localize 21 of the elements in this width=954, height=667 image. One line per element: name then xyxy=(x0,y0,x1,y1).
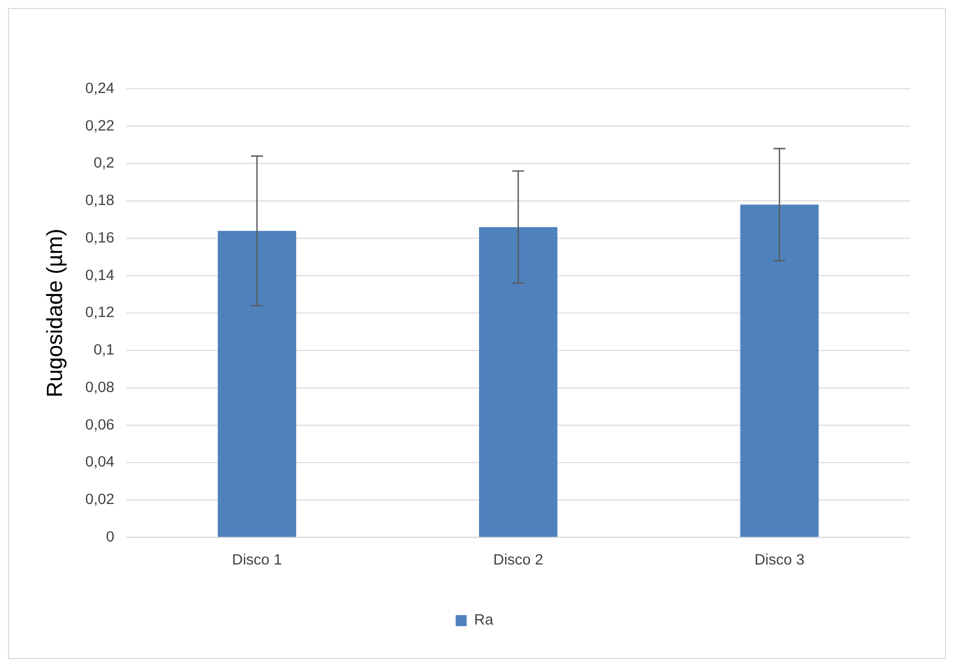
y-tick-label: 0 xyxy=(106,528,114,546)
legend-label: Ra xyxy=(474,612,494,629)
bar xyxy=(479,227,558,537)
bar xyxy=(740,204,819,537)
y-tick-label: 0,08 xyxy=(85,378,114,396)
y-tick-label: 0,18 xyxy=(85,192,114,210)
y-tick-label: 0,16 xyxy=(85,229,114,246)
x-tick-label: Disco 2 xyxy=(493,551,544,568)
y-tick-label: 0,22 xyxy=(85,117,114,134)
y-tick-label: 0,12 xyxy=(85,304,114,322)
x-tick-label: Disco 1 xyxy=(232,551,282,568)
x-tick-label: Disco 3 xyxy=(754,551,804,568)
y-tick-label: 0,02 xyxy=(85,491,114,508)
y-tick-label: 0,06 xyxy=(85,416,114,434)
bar xyxy=(218,230,296,537)
y-tick-label: 0,24 xyxy=(85,80,114,97)
y-tick-label: 0,04 xyxy=(85,454,114,471)
y-axis-title: Rugosidade (µm) xyxy=(42,228,68,398)
y-tick-label: 0,14 xyxy=(85,266,114,284)
y-tick-label: 0,2 xyxy=(94,154,114,172)
y-tick-label: 0,1 xyxy=(94,342,114,359)
